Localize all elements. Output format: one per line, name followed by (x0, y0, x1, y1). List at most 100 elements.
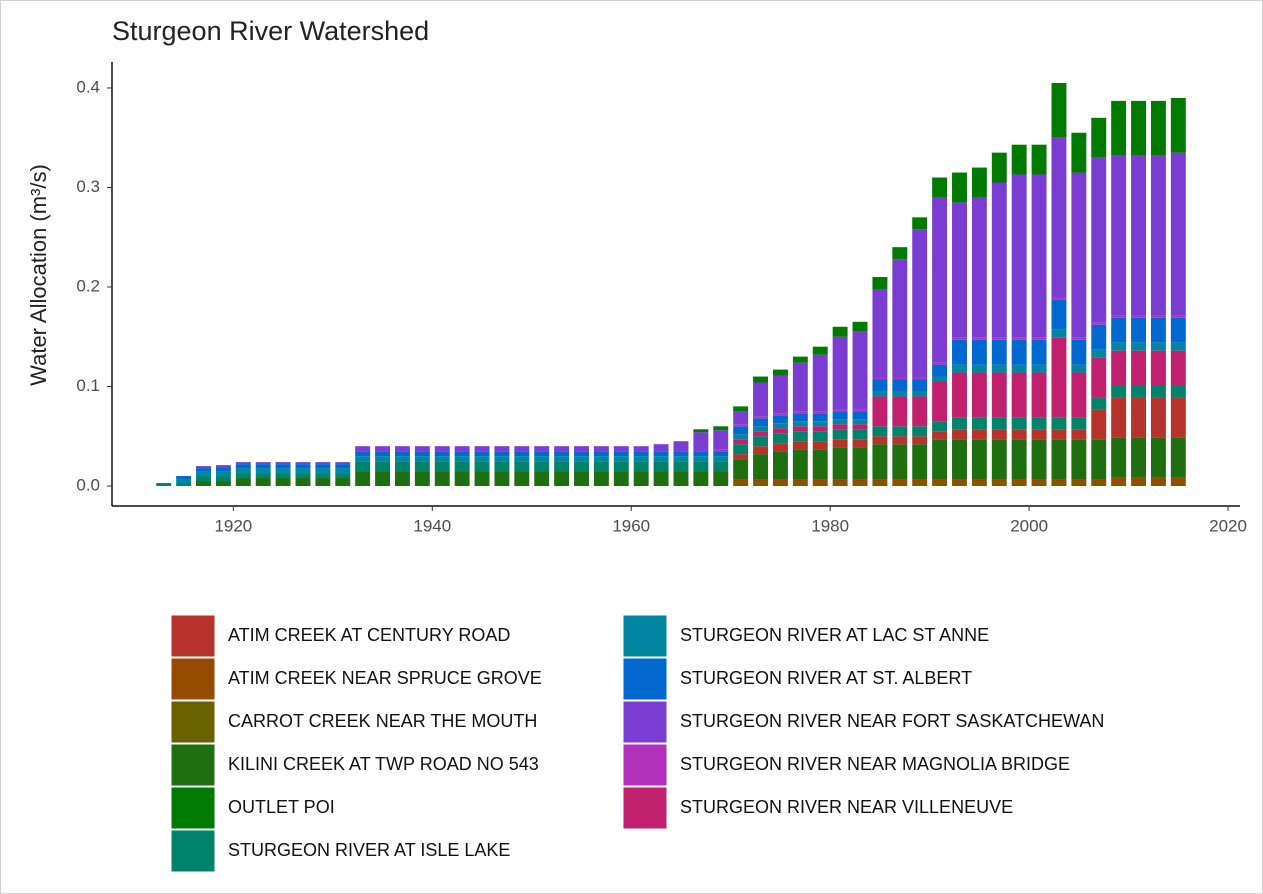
bar-segment (434, 456, 450, 462)
bar-segment (176, 476, 192, 480)
legend-label: STURGEON RIVER NEAR VILLENEUVE (680, 797, 1013, 817)
bar-segment (494, 446, 510, 452)
bar-segment (892, 377, 908, 380)
bar-segment (971, 372, 987, 418)
bar-segment (1170, 437, 1186, 478)
bar-segment (912, 436, 928, 445)
bar-segment (832, 336, 848, 410)
bar-segment (593, 456, 609, 462)
bar-segment (872, 277, 888, 289)
bar-segment (554, 461, 570, 472)
bar-segment (952, 337, 967, 340)
bar-segment (554, 471, 570, 486)
bar-segment (1170, 342, 1186, 351)
bar-segment (852, 447, 868, 480)
bar-segment (991, 152, 1007, 183)
bar-segment (872, 377, 888, 380)
bar-segment (1011, 174, 1027, 338)
bar-segment (792, 421, 808, 427)
bar-segment (1071, 439, 1087, 480)
bar-segment (1170, 385, 1186, 398)
bar-segment (1071, 337, 1087, 340)
legend-label: STURGEON RIVER AT LAC ST ANNE (680, 625, 989, 645)
bar-segment (375, 461, 391, 472)
bar-segment (275, 462, 291, 465)
bar-segment (991, 372, 1007, 418)
bar-segment (176, 483, 192, 486)
bar-segment (215, 481, 231, 486)
bar-segment (196, 468, 211, 472)
legend-label: ATIM CREEK AT CENTURY ROAD (228, 625, 510, 645)
bar-segment (1150, 350, 1166, 386)
legend-label: ATIM CREEK NEAR SPRUCE GROVE (228, 668, 542, 688)
bar-segment (593, 451, 609, 457)
bar-segment (295, 468, 311, 474)
bar-segment (534, 456, 550, 462)
bar-segment (255, 462, 271, 465)
x-tick-label: 1980 (811, 516, 849, 535)
bar-segment (812, 413, 828, 422)
bar-segment (772, 413, 788, 416)
bar-segment (434, 471, 450, 486)
bar-segment (1091, 439, 1107, 480)
bar-segment (1011, 429, 1027, 440)
bar-segment (753, 483, 769, 486)
bar-segment (494, 461, 510, 472)
bar-segment (991, 364, 1007, 373)
bar-segment (952, 364, 967, 373)
bar-segment (872, 444, 888, 480)
bar-segment (852, 321, 868, 332)
bar-segment (1111, 350, 1127, 386)
bar-segment (812, 431, 828, 442)
bar-segment (494, 471, 510, 486)
bar-segment (812, 411, 828, 414)
bar-segment (1150, 342, 1166, 351)
legend-label: STURGEON RIVER AT ISLE LAKE (228, 840, 510, 860)
bar-segment (1131, 315, 1146, 318)
bar-segment (574, 446, 589, 452)
bar-segment (673, 461, 689, 472)
bar-segment (1111, 155, 1127, 316)
bar-segment (912, 483, 928, 486)
bar-segment (852, 419, 868, 425)
bar-segment (932, 177, 948, 198)
x-tick-label: 2020 (1209, 516, 1247, 535)
bar-segment (1111, 483, 1127, 486)
bar-segment (892, 436, 908, 445)
bar-segment (1071, 417, 1087, 430)
bar-segment (275, 464, 291, 469)
bar-segment (1071, 172, 1087, 338)
bar-segment (892, 391, 908, 397)
bar-segment (633, 456, 649, 462)
bar-segment (852, 479, 868, 484)
bar-segment (1091, 349, 1107, 358)
bar-segment (394, 456, 410, 462)
bar-segment (375, 446, 391, 452)
bar-segment (593, 461, 609, 472)
bar-segment (574, 456, 589, 462)
bar-segment (1170, 350, 1186, 386)
bar-segment (1131, 477, 1146, 484)
bar-segment (952, 479, 967, 484)
bar-segment (792, 411, 808, 414)
bar-segment (474, 471, 490, 486)
bar-segment (514, 446, 530, 452)
bar-segment (932, 376, 948, 382)
bar-segment (832, 424, 848, 430)
bar-segment (932, 421, 948, 432)
bar-segment (1031, 483, 1047, 486)
bar-segment (991, 337, 1007, 340)
legend-key (170, 700, 216, 744)
bar-segment (812, 479, 828, 484)
bar-segment (733, 426, 749, 435)
bar-segment (275, 478, 291, 486)
bar-segment (653, 461, 669, 472)
bar-segment (1111, 477, 1127, 484)
bar-segment (653, 456, 669, 462)
bar-segment (693, 451, 709, 457)
bar-segment (892, 479, 908, 484)
bar-segment (1011, 339, 1027, 365)
bar-segment (971, 364, 987, 373)
bar-segment (1031, 417, 1047, 430)
